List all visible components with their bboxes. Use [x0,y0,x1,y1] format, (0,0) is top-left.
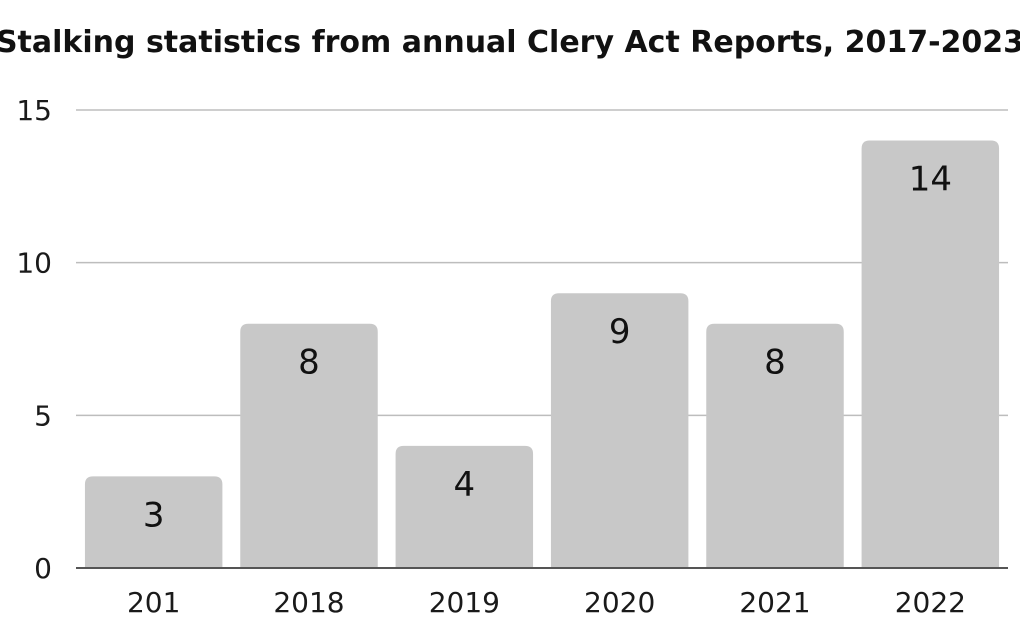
bar [550,293,689,568]
bar [861,140,1000,569]
y-tick-label: 10 [16,247,52,280]
data-labels: 3 8 4 9 8 14 [143,160,952,536]
y-tick-label: 0 [34,552,52,585]
bar [395,445,534,568]
bar [706,323,844,568]
gridlines [76,109,1008,417]
y-tick-label: 15 [16,94,52,127]
x-tick-label: 2020 [584,586,655,619]
y-axis-ticks: 0 5 10 15 [16,94,52,585]
x-tick-label: 2019 [429,586,500,619]
data-label: 14 [909,160,952,200]
bars [84,140,1000,569]
x-axis-ticks: 201 2018 2019 2020 2021 2022 [127,586,966,619]
data-label: 8 [764,343,786,383]
data-label: 8 [298,343,320,383]
bar [84,476,223,568]
bar [240,323,378,568]
y-tick-label: 5 [34,399,52,432]
data-label: 9 [609,312,631,352]
x-tick-label: 2022 [895,586,966,619]
x-tick-label: 2018 [273,586,344,619]
data-label: 3 [143,495,165,535]
data-label: 4 [454,465,476,505]
chart-title: Stalking statistics from annual Clery Ac… [0,25,1020,60]
x-tick-label: 2021 [739,586,810,619]
x-tick-label: 201 [127,586,180,619]
